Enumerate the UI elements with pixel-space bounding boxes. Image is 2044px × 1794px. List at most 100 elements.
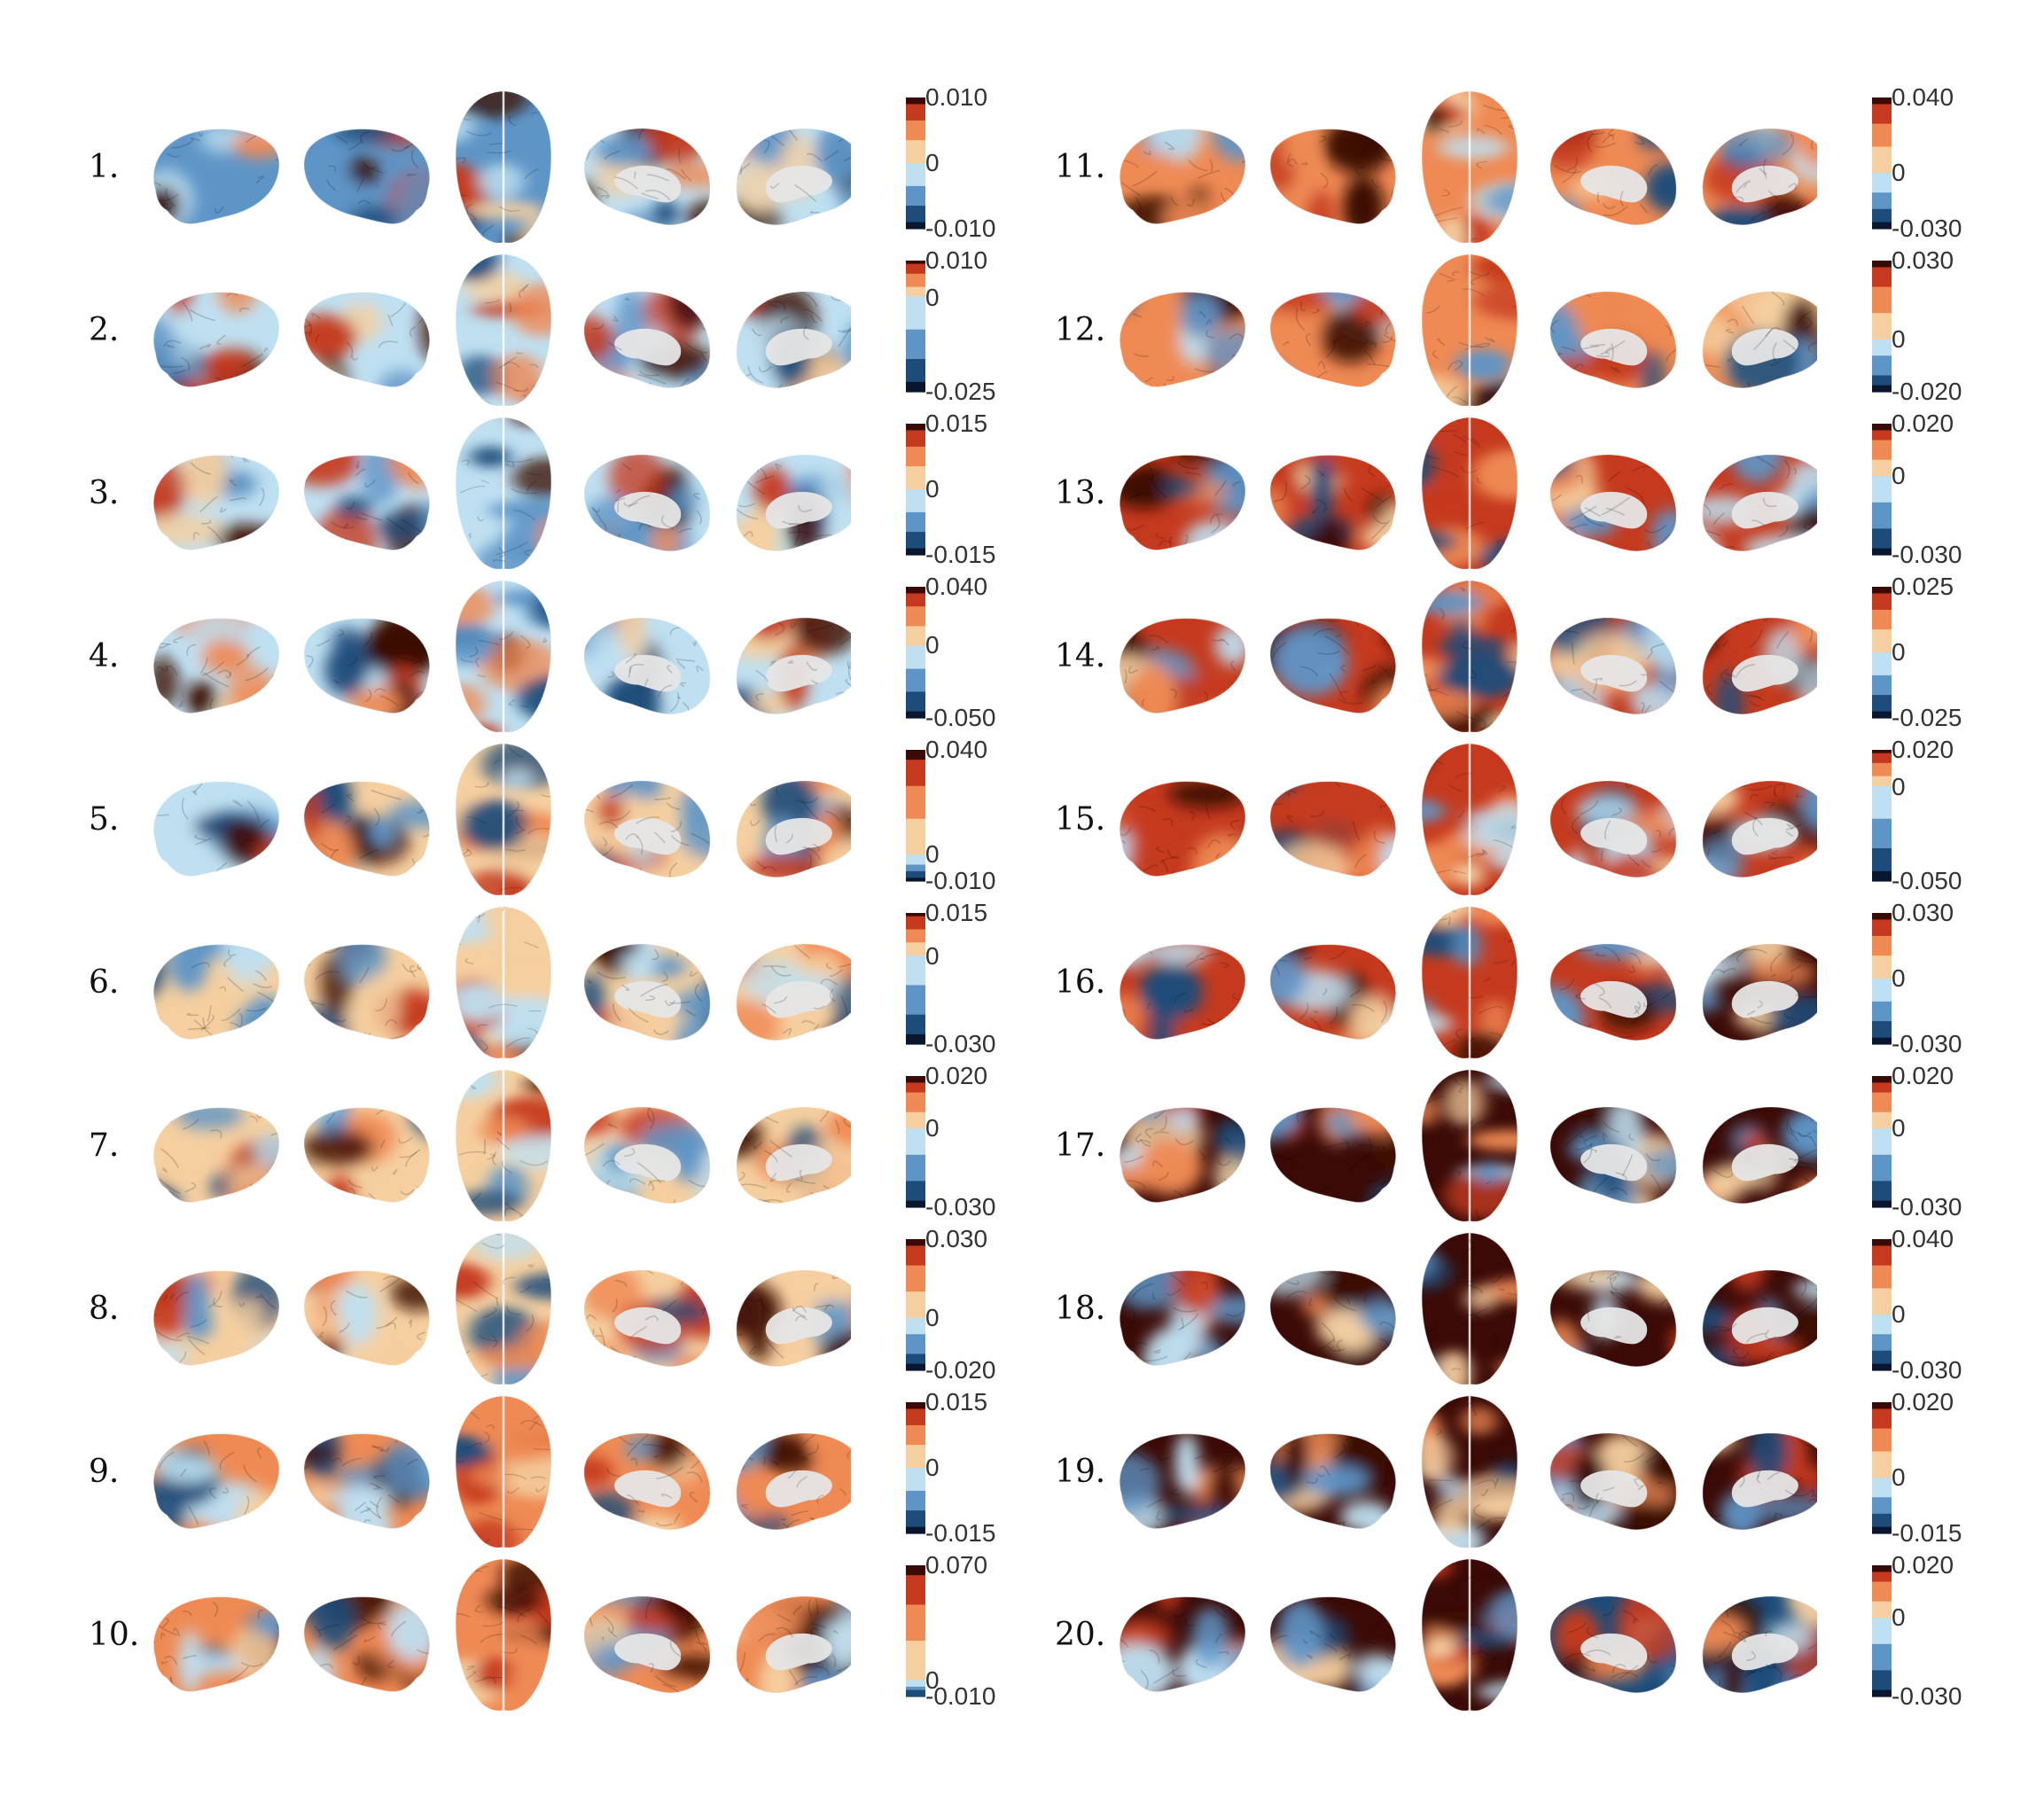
colorbar-tick-label: 0.040: [925, 573, 988, 600]
colorbar: 0.070 0 -0.010: [904, 1553, 1019, 1712]
component-row: 16. 0.030 0 -0.030: [966, 901, 1988, 1067]
brain-view-lateral-left: [152, 1596, 280, 1693]
component-row: 8. 0.030 0 -0.020: [0, 1227, 1022, 1393]
brain-views: [1119, 580, 1817, 733]
colorbar: 0.040 0 -0.050: [904, 574, 1019, 734]
brain-view-lateral-right: [1269, 292, 1397, 388]
colorbar-gradient: [906, 424, 925, 556]
colorbar-tick-label: 0: [1892, 1299, 1906, 1328]
brain-views: [152, 417, 851, 570]
brain-views: [1119, 254, 1817, 407]
brain-view-dorsal: [1421, 90, 1518, 244]
colorbar-tick-label: 0: [925, 1114, 940, 1143]
brain-view-medial-left: [583, 617, 711, 715]
brain-view-lateral-left: [1119, 1270, 1246, 1367]
component-label: 1.: [89, 149, 120, 185]
brain-view-lateral-left: [1119, 1107, 1246, 1204]
brain-view-medial-right: [736, 128, 851, 226]
brain-view-dorsal: [1421, 417, 1518, 570]
brain-view-lateral-left: [1119, 781, 1246, 878]
brain-views: [152, 906, 851, 1059]
colorbar-tick-label: 0.010: [925, 246, 988, 274]
brain-view-lateral-right: [303, 618, 431, 714]
colorbar-gradient: [1872, 587, 1892, 719]
brain-view-medial-right: [736, 1269, 851, 1368]
component-label: 12.: [1055, 312, 1106, 348]
brain-view-lateral-left: [152, 1270, 280, 1367]
colorbar-gradient: [1872, 750, 1892, 882]
component-label: 3.: [89, 475, 120, 511]
brain-view-dorsal: [455, 254, 552, 407]
brain-views: [1119, 743, 1817, 896]
brain-views: [1119, 1069, 1817, 1222]
brain-view-lateral-right: [1269, 781, 1397, 878]
colorbar: 0.020 0 -0.030: [1870, 1553, 1985, 1712]
brain-views: [152, 1395, 851, 1548]
brain-view-dorsal: [1421, 580, 1518, 733]
brain-views: [1119, 1232, 1817, 1385]
component-row: 17. 0.020 0 -0.030: [966, 1062, 1988, 1230]
colorbar-tick-label: 0.020: [1892, 1062, 1954, 1089]
colorbar-gradient: [1872, 1565, 1892, 1697]
brain-view-lateral-right: [303, 129, 431, 225]
colorbar-tick-label: 0.020: [1892, 410, 1954, 437]
component-row: 7. 0.020 0 -0.030: [0, 1064, 1022, 1230]
brain-view-lateral-right: [303, 1596, 431, 1693]
colorbar-tick-label: 0.040: [1892, 1225, 1954, 1252]
colorbar-tick-label: -0.020: [1892, 378, 1962, 405]
colorbar-tick-label: 0: [1892, 773, 1906, 801]
colorbar-tick-label: -0.030: [925, 1193, 996, 1221]
component-label: 11.: [1055, 149, 1106, 185]
colorbar-tick-label: 0: [1892, 638, 1906, 666]
component-row: 14. 0.025 0 -0.025: [966, 574, 1988, 741]
component-row: 13. 0.020 0 -0.030: [966, 411, 1988, 578]
brain-view-medial-left: [583, 780, 711, 878]
brain-view-lateral-right: [303, 944, 431, 1041]
colorbar-gradient: [1872, 424, 1892, 556]
colorbar-tick-label: -0.010: [925, 867, 996, 894]
brain-view-lateral-left: [152, 455, 280, 551]
colorbar-tick-label: -0.030: [1892, 1030, 1962, 1057]
colorbar: 0.025 0 -0.025: [1870, 574, 1985, 734]
colorbar: 0.040 0 -0.010: [904, 737, 1019, 897]
component-label: 6.: [89, 964, 120, 1001]
brain-view-medial-right: [1702, 1269, 1817, 1368]
colorbar-gradient: [1872, 98, 1892, 230]
brain-view-lateral-left: [152, 129, 280, 225]
brain-view-medial-right: [736, 1106, 851, 1205]
colorbar-tick-label: 0.040: [925, 736, 988, 763]
brain-view-lateral-left: [152, 1433, 280, 1530]
component-label: 18.: [1055, 1291, 1106, 1327]
brain-view-lateral-right: [1269, 1107, 1397, 1204]
colorbar-gradient: [906, 1076, 925, 1208]
colorbar-gradient: [1872, 261, 1892, 393]
colorbar: 0.015 0 -0.015: [904, 411, 1019, 571]
brain-view-medial-left: [1549, 780, 1677, 878]
brain-view-dorsal: [1421, 1069, 1518, 1222]
component-row: 9. 0.015 0 -0.015: [0, 1390, 1022, 1556]
colorbar-tick-label: 0: [1892, 1462, 1906, 1491]
brain-view-medial-right: [1702, 617, 1817, 715]
colorbar-tick-label: -0.030: [1892, 541, 1962, 568]
brain-view-lateral-left: [1119, 129, 1246, 225]
brain-view-lateral-right: [1269, 1596, 1397, 1693]
colorbar: 0.040 0 -0.030: [1870, 1227, 1985, 1386]
brain-view-medial-right: [1702, 291, 1817, 389]
brain-view-medial-left: [583, 1106, 711, 1205]
component-row: 15. 0.020 0 -0.050: [966, 737, 1988, 904]
colorbar-tick-label: 0: [925, 840, 940, 869]
brain-view-medial-left: [583, 1269, 711, 1368]
colorbar-tick-label: 0: [1892, 324, 1906, 353]
colorbar-tick-label: -0.025: [925, 378, 996, 405]
brain-view-lateral-left: [152, 781, 280, 878]
brain-view-dorsal: [1421, 254, 1518, 407]
colorbar-tick-label: -0.050: [925, 704, 996, 731]
colorbar-tick-label: 0: [925, 1454, 940, 1481]
colorbar-tick-label: 0: [1892, 1114, 1906, 1143]
brain-view-lateral-right: [303, 1270, 431, 1367]
colorbar: 0.020 0 -0.030: [1870, 411, 1985, 571]
component-row: 10. 0.070 0 -0.010: [0, 1553, 1022, 1720]
component-row: 19. 0.020 0 -0.015: [966, 1390, 1988, 1556]
brain-view-medial-left: [583, 1595, 711, 1694]
colorbar-gradient: [906, 98, 925, 230]
